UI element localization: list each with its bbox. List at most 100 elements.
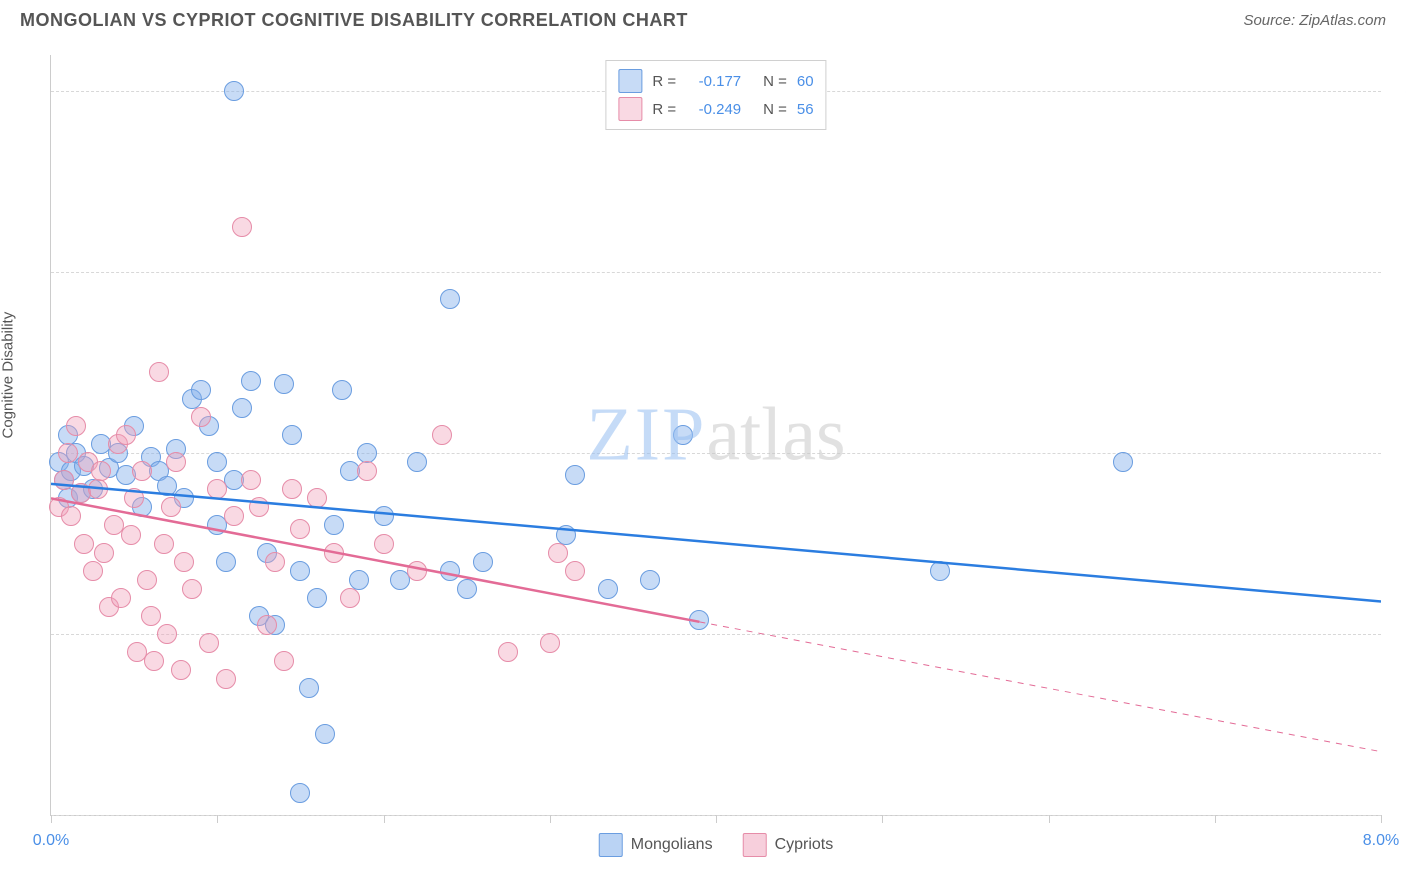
data-point — [141, 606, 161, 626]
data-point — [540, 633, 560, 653]
y-axis-label: Cognitive Disability — [0, 312, 17, 439]
data-point — [565, 561, 585, 581]
legend-label: Cypriots — [775, 836, 834, 854]
data-point — [498, 642, 518, 662]
data-point — [598, 579, 618, 599]
data-point — [111, 588, 131, 608]
x-tick — [882, 815, 883, 823]
legend-r-label: R = — [652, 73, 676, 90]
data-point — [161, 497, 181, 517]
watermark-atlas: atlas — [706, 393, 845, 477]
data-point — [224, 81, 244, 101]
data-point — [58, 443, 78, 463]
data-point — [440, 561, 460, 581]
data-point — [182, 579, 202, 599]
data-point — [199, 633, 219, 653]
data-point — [473, 552, 493, 572]
legend-item: Mongolians — [599, 833, 713, 857]
data-point — [290, 561, 310, 581]
data-point — [149, 362, 169, 382]
legend-n-value: 56 — [797, 101, 814, 118]
trend-lines — [51, 55, 1381, 815]
y-tick-label: 20.0% — [1391, 444, 1406, 462]
data-point — [556, 525, 576, 545]
data-point — [349, 570, 369, 590]
data-point — [232, 398, 252, 418]
chart-header: MONGOLIAN VS CYPRIOT COGNITIVE DISABILIT… — [0, 0, 1406, 36]
data-point — [640, 570, 660, 590]
x-tick-label: 8.0% — [1363, 832, 1399, 850]
x-tick — [550, 815, 551, 823]
data-point — [191, 380, 211, 400]
x-tick — [716, 815, 717, 823]
data-point — [174, 552, 194, 572]
x-tick — [51, 815, 52, 823]
y-tick-label: 10.0% — [1391, 625, 1406, 643]
data-point — [299, 678, 319, 698]
data-point — [1113, 452, 1133, 472]
data-point — [332, 380, 352, 400]
data-point — [207, 452, 227, 472]
data-point — [191, 407, 211, 427]
data-point — [673, 425, 693, 445]
data-point — [154, 534, 174, 554]
legend-n-label: N = — [763, 101, 787, 118]
x-tick — [1215, 815, 1216, 823]
x-tick — [217, 815, 218, 823]
data-point — [171, 660, 191, 680]
correlation-legend: R =-0.177N =60R =-0.249N =56 — [605, 60, 826, 130]
watermark: ZIPatlas — [586, 392, 845, 479]
chart-plot-area: ZIPatlas R =-0.177N =60R =-0.249N =56 Mo… — [50, 55, 1381, 816]
data-point — [357, 443, 377, 463]
data-point — [340, 588, 360, 608]
y-tick-label: 30.0% — [1391, 263, 1406, 281]
data-point — [157, 624, 177, 644]
legend-row: R =-0.177N =60 — [618, 67, 813, 95]
data-point — [232, 217, 252, 237]
data-point — [324, 543, 344, 563]
gridline-h — [51, 272, 1381, 273]
x-tick — [1381, 815, 1382, 823]
legend-r-value: -0.177 — [686, 73, 741, 90]
data-point — [407, 452, 427, 472]
data-point — [290, 519, 310, 539]
legend-label: Mongolians — [631, 836, 713, 854]
legend-item: Cypriots — [743, 833, 834, 857]
data-point — [440, 289, 460, 309]
legend-swatch — [618, 97, 642, 121]
data-point — [137, 570, 157, 590]
data-point — [307, 488, 327, 508]
legend-swatch — [743, 833, 767, 857]
trend-line-dashed — [699, 622, 1381, 752]
data-point — [207, 479, 227, 499]
legend-n-label: N = — [763, 73, 787, 90]
x-tick — [1049, 815, 1050, 823]
legend-swatch — [618, 69, 642, 93]
source-attribution: Source: ZipAtlas.com — [1243, 12, 1386, 29]
series-legend: Mongolians Cypriots — [599, 833, 834, 857]
legend-r-label: R = — [652, 101, 676, 118]
x-tick — [384, 815, 385, 823]
data-point — [274, 374, 294, 394]
data-point — [241, 470, 261, 490]
data-point — [116, 425, 136, 445]
gridline-h — [51, 453, 1381, 454]
data-point — [290, 783, 310, 803]
data-point — [374, 534, 394, 554]
data-point — [216, 552, 236, 572]
data-point — [94, 543, 114, 563]
data-point — [324, 515, 344, 535]
data-point — [374, 506, 394, 526]
data-point — [121, 525, 141, 545]
data-point — [282, 479, 302, 499]
data-point — [689, 610, 709, 630]
y-tick-label: 40.0% — [1391, 82, 1406, 100]
data-point — [124, 488, 144, 508]
data-point — [565, 465, 585, 485]
data-point — [166, 452, 186, 472]
data-point — [61, 506, 81, 526]
data-point — [88, 479, 108, 499]
data-point — [282, 425, 302, 445]
data-point — [83, 561, 103, 581]
data-point — [307, 588, 327, 608]
